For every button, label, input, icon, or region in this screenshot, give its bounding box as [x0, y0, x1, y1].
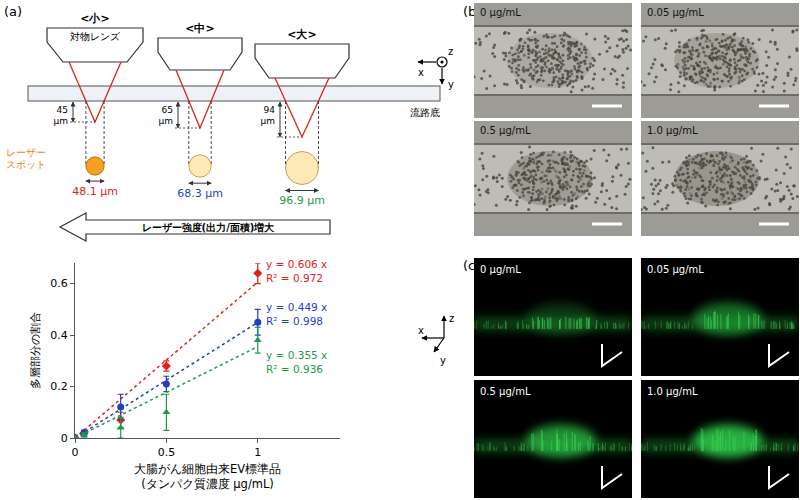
- svg-text:レーザー強度(出力/面積)増大: レーザー強度(出力/面積)増大: [142, 222, 276, 233]
- svg-text:0.05 μg/mL: 0.05 μg/mL: [647, 7, 704, 18]
- svg-text:レーザースポット: レーザースポット: [6, 147, 46, 170]
- svg-text:0.5 μg/mL: 0.5 μg/mL: [480, 125, 531, 136]
- svg-text:<中>: <中>: [185, 22, 214, 35]
- svg-text:0.6: 0.6: [50, 277, 68, 290]
- svg-text:0.5: 0.5: [158, 446, 176, 459]
- svg-text:流路底: 流路底: [410, 107, 440, 118]
- svg-text:0: 0: [72, 446, 79, 459]
- svg-text:96.9 μm: 96.9 μm: [279, 194, 325, 207]
- svg-text:(b): (b): [463, 4, 482, 19]
- svg-text:y = 0.606 xR² = 0.972: y = 0.606 xR² = 0.972: [266, 258, 327, 284]
- svg-text:94μm: 94μm: [261, 105, 276, 126]
- svg-text:y = 0.449 xR² = 0.998: y = 0.449 xR² = 0.998: [266, 301, 327, 327]
- svg-text:0 μg/mL: 0 μg/mL: [480, 264, 521, 275]
- svg-text:(a): (a): [4, 4, 22, 19]
- svg-text:45μm: 45μm: [54, 105, 69, 126]
- svg-text:大腸がん細胞由来EV標準品(タンパク質濃度 μg/mL): 大腸がん細胞由来EV標準品(タンパク質濃度 μg/mL): [134, 462, 281, 491]
- svg-text:65μm: 65μm: [159, 105, 174, 126]
- svg-text:68.3 μm: 68.3 μm: [177, 187, 223, 200]
- svg-text:y = 0.355 xR² = 0.936: y = 0.355 xR² = 0.936: [266, 349, 327, 375]
- svg-text:<小>: <小>: [80, 12, 109, 25]
- svg-text:0.2: 0.2: [50, 380, 68, 393]
- svg-text:多層部分の割合: 多層部分の割合: [29, 312, 42, 389]
- svg-text:1.0 μg/mL: 1.0 μg/mL: [647, 386, 698, 397]
- svg-text:1: 1: [254, 446, 261, 459]
- svg-text:対物レンズ: 対物レンズ: [70, 31, 121, 42]
- svg-text:0: 0: [61, 432, 68, 445]
- svg-text:(c): (c): [463, 258, 481, 273]
- svg-text:y: y: [448, 79, 454, 90]
- svg-text:48.1 μm: 48.1 μm: [72, 185, 118, 198]
- svg-text:z: z: [449, 313, 454, 324]
- svg-text:0.5 μg/mL: 0.5 μg/mL: [480, 386, 531, 397]
- svg-text:y: y: [440, 355, 446, 366]
- svg-text:<大>: <大>: [287, 28, 316, 41]
- svg-text:x: x: [418, 67, 424, 78]
- svg-text:x: x: [418, 325, 424, 336]
- svg-text:z: z: [448, 46, 453, 57]
- svg-text:0.4: 0.4: [50, 329, 68, 342]
- svg-text:1.0 μg/mL: 1.0 μg/mL: [647, 125, 698, 136]
- svg-text:0.05 μg/mL: 0.05 μg/mL: [647, 264, 704, 275]
- svg-text:0 μg/mL: 0 μg/mL: [480, 7, 521, 18]
